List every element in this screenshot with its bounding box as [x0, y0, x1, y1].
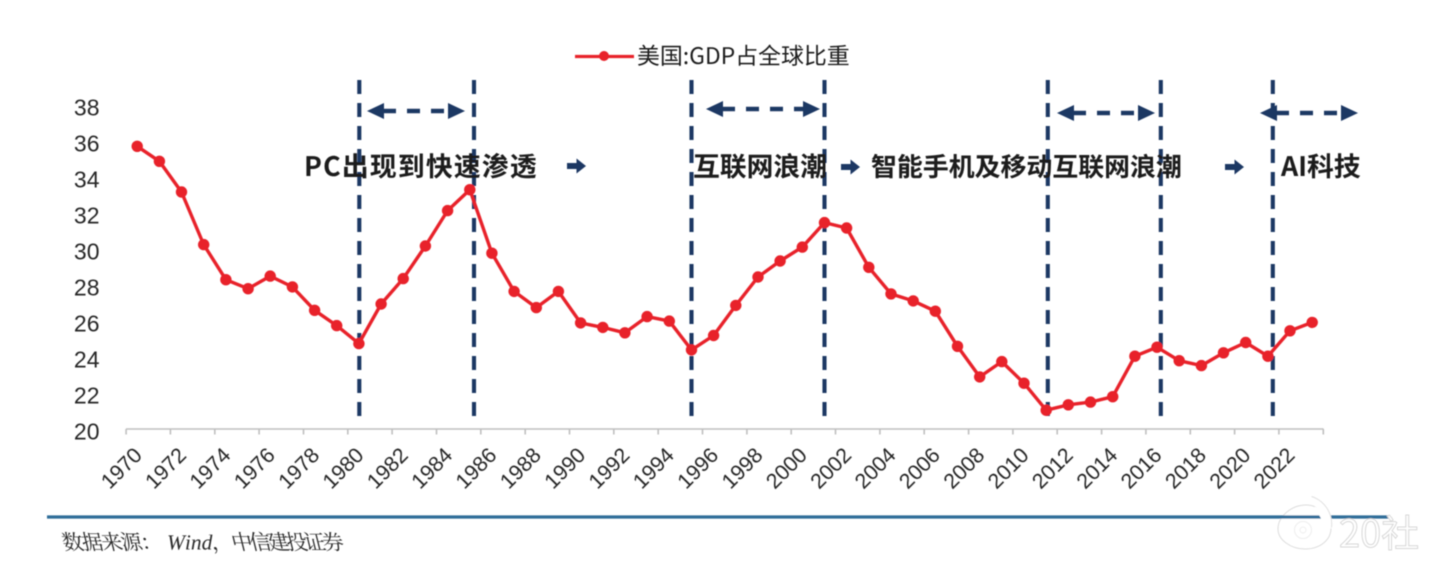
svg-text:24: 24 — [74, 347, 100, 373]
svg-text:28: 28 — [74, 275, 100, 301]
svg-text:30: 30 — [74, 239, 100, 265]
svg-text:26: 26 — [74, 311, 100, 337]
svg-text:20: 20 — [74, 419, 100, 445]
svg-text:34: 34 — [74, 167, 100, 193]
svg-text:22: 22 — [74, 383, 100, 409]
svg-text:36: 36 — [74, 131, 100, 157]
svg-text:32: 32 — [74, 203, 100, 229]
svg-text:38: 38 — [74, 95, 100, 121]
